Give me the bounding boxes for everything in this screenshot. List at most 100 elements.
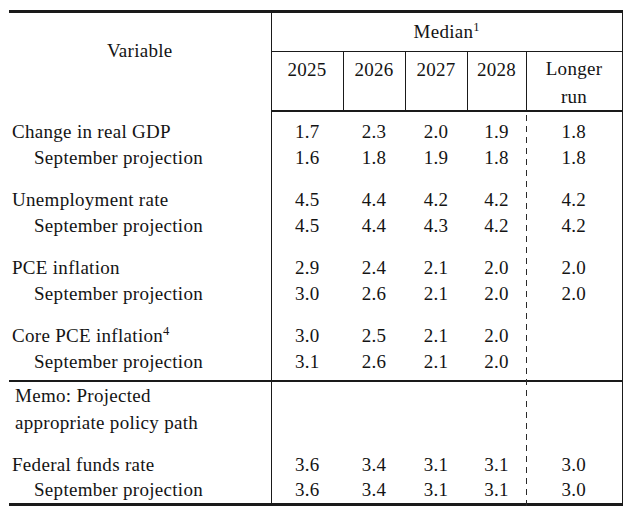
row-label-cell: Core PCE inflation4 xyxy=(9,323,271,349)
table-row-gdp: Change in real GDP 1.7 2.3 2.0 1.9 1.8 xyxy=(9,119,622,145)
table-row-core-pce-september: September projection 3.1 2.6 2.1 2.0 xyxy=(9,349,622,375)
value-cell: 2.6 xyxy=(343,281,405,307)
longer-run-header-label: Longer run xyxy=(542,55,606,110)
memo-line-1: Memo: Projected xyxy=(12,382,271,409)
value-cell: 2.0 xyxy=(405,119,467,145)
core-pce-footnote: 4 xyxy=(163,324,169,338)
longer-run-cell: 1.8 xyxy=(526,119,622,145)
row-label-cell: September projection xyxy=(9,281,271,307)
table-row-gdp-september: September projection 1.6 1.8 1.9 1.8 1.8 xyxy=(9,145,622,171)
value-cell: 2.0 xyxy=(467,255,526,281)
row-label: PCE inflation xyxy=(12,257,120,278)
row-label-cell: Unemployment rate xyxy=(9,187,271,213)
row-label: September projection xyxy=(34,479,203,500)
economic-projections-table: Variable Median1 2025 2026 2027 2028 Lon… xyxy=(9,10,623,506)
value-cell: 2.4 xyxy=(343,255,405,281)
value-cell: 4.2 xyxy=(467,187,526,213)
row-label: Core PCE inflation xyxy=(12,325,163,346)
year-header-2027: 2027 xyxy=(405,52,467,112)
row-label: September projection xyxy=(34,215,203,236)
memo-label-cell: Memo: Projected appropriate policy path xyxy=(9,381,271,436)
row-label: Change in real GDP xyxy=(12,121,171,142)
row-label: September projection xyxy=(34,283,203,304)
value-cell: 2.1 xyxy=(405,349,467,375)
year-header-2026: 2026 xyxy=(343,52,405,112)
table-row-unemployment-september: September projection 4.5 4.4 4.3 4.2 4.2 xyxy=(9,213,622,239)
row-label-cell: September projection xyxy=(9,349,271,375)
table-row-fed-funds-september: September projection 3.6 3.4 3.1 3.1 3.0 xyxy=(9,478,622,504)
value-cell: 3.1 xyxy=(271,349,343,375)
value-cell: 1.6 xyxy=(271,145,343,171)
spacer-row xyxy=(9,111,622,119)
table-row-pce: PCE inflation 2.9 2.4 2.1 2.0 2.0 xyxy=(9,255,622,281)
row-label-cell: September projection xyxy=(9,145,271,171)
value-cell: 1.9 xyxy=(467,119,526,145)
spacer-row xyxy=(9,239,622,255)
dashed-column-separator xyxy=(526,115,527,509)
value-cell: 2.0 xyxy=(467,349,526,375)
value-cell: 2.5 xyxy=(343,323,405,349)
value-cell: 4.5 xyxy=(271,187,343,213)
spacer-row xyxy=(9,436,622,452)
value-cell: 3.1 xyxy=(467,452,526,478)
document-page: Variable Median1 2025 2026 2027 2028 Lon… xyxy=(0,0,623,520)
table-row-pce-september: September projection 3.0 2.6 2.1 2.0 2.0 xyxy=(9,281,622,307)
table-row-unemployment: Unemployment rate 4.5 4.4 4.2 4.2 4.2 xyxy=(9,187,622,213)
value-cell: 3.4 xyxy=(343,478,405,504)
memo-row: Memo: Projected appropriate policy path xyxy=(9,381,622,436)
row-label-cell: Change in real GDP xyxy=(9,119,271,145)
row-label: Federal funds rate xyxy=(12,454,155,475)
table-row-fed-funds: Federal funds rate 3.6 3.4 3.1 3.1 3.0 xyxy=(9,452,622,478)
longer-run-cell xyxy=(526,323,622,349)
median-footnote: 1 xyxy=(473,20,479,34)
longer-run-cell: 4.2 xyxy=(526,213,622,239)
median-header-row: Variable Median1 xyxy=(9,12,622,52)
value-cell: 2.1 xyxy=(405,255,467,281)
row-label-cell: PCE inflation xyxy=(9,255,271,281)
longer-run-cell: 3.0 xyxy=(526,478,622,504)
value-cell: 1.7 xyxy=(271,119,343,145)
value-cell: 4.5 xyxy=(271,213,343,239)
longer-run-header: Longer run xyxy=(526,52,622,112)
row-label-cell: September projection xyxy=(9,213,271,239)
table-row-core-pce: Core PCE inflation4 3.0 2.5 2.1 2.0 xyxy=(9,323,622,349)
value-cell: 2.3 xyxy=(343,119,405,145)
row-label-cell: Federal funds rate xyxy=(9,452,271,478)
longer-run-cell xyxy=(526,349,622,375)
year-header-2025: 2025 xyxy=(271,52,343,112)
median-group-header: Median1 xyxy=(271,12,622,52)
value-cell: 2.1 xyxy=(405,281,467,307)
variable-header-label: Variable xyxy=(107,40,173,61)
value-cell: 4.2 xyxy=(405,187,467,213)
value-cell: 2.0 xyxy=(467,281,526,307)
longer-run-cell: 1.8 xyxy=(526,145,622,171)
value-cell: 3.6 xyxy=(271,478,343,504)
longer-run-cell: 3.0 xyxy=(526,452,622,478)
value-cell: 1.8 xyxy=(467,145,526,171)
longer-run-cell: 2.0 xyxy=(526,281,622,307)
memo-line-2: appropriate policy path xyxy=(12,409,271,436)
value-cell: 1.8 xyxy=(343,145,405,171)
row-label: Unemployment rate xyxy=(12,189,169,210)
value-cell: 3.1 xyxy=(467,478,526,504)
longer-run-cell: 4.2 xyxy=(526,187,622,213)
value-cell: 3.1 xyxy=(405,478,467,504)
row-label: September projection xyxy=(34,147,203,168)
value-cell: 2.9 xyxy=(271,255,343,281)
value-cell: 2.0 xyxy=(467,323,526,349)
year-header-2028: 2028 xyxy=(467,52,526,112)
value-cell: 2.1 xyxy=(405,323,467,349)
row-label: September projection xyxy=(34,351,203,372)
spacer-row xyxy=(9,307,622,323)
row-label-cell: September projection xyxy=(9,478,271,504)
value-cell: 4.3 xyxy=(405,213,467,239)
value-cell: 3.6 xyxy=(271,452,343,478)
value-cell: 2.6 xyxy=(343,349,405,375)
value-cell: 4.4 xyxy=(343,213,405,239)
value-cell: 1.9 xyxy=(405,145,467,171)
value-cell: 3.1 xyxy=(405,452,467,478)
longer-run-cell: 2.0 xyxy=(526,255,622,281)
value-cell: 3.0 xyxy=(271,323,343,349)
spacer-row xyxy=(9,171,622,187)
value-cell: 4.4 xyxy=(343,187,405,213)
